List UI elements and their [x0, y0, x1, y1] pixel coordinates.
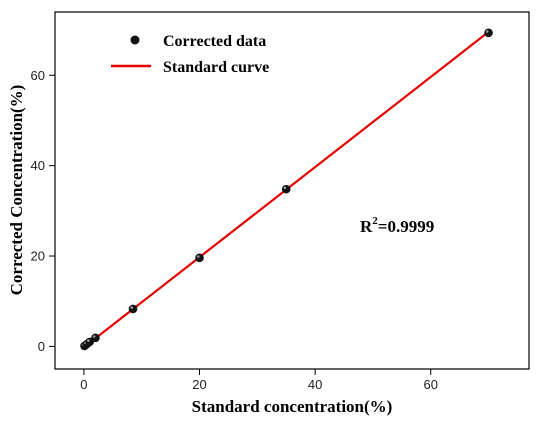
x-tick-label-1: 20 — [192, 377, 206, 392]
y-tick-label-1: 20 — [31, 249, 45, 264]
y-axis-label: Corrected Concentration(%) — [7, 85, 26, 296]
r-squared-annotation: R2=0.9999 — [360, 215, 434, 236]
x-axis-label: Standard concentration(%) — [192, 397, 393, 416]
data-point-5 — [195, 253, 204, 263]
y-tick-label-2: 40 — [31, 158, 45, 173]
legend-label-standard-curve: Standard curve — [163, 59, 269, 76]
r-squared-value: =0.9999 — [378, 217, 434, 236]
data-point-3 — [91, 333, 100, 343]
x-tick-label-2: 40 — [308, 377, 322, 392]
data-point-highlight-3 — [92, 335, 96, 338]
axis-ticks: 0 20 40 60 0 20 40 60 — [31, 68, 438, 392]
data-point-highlight-4 — [130, 306, 134, 309]
plot-frame — [54, 11, 530, 370]
data-point-highlight-6 — [283, 186, 287, 190]
legend-label-corrected-data: Corrected data — [163, 33, 266, 50]
data-point-4 — [128, 304, 138, 314]
y-tick-label-3: 60 — [31, 68, 45, 83]
data-point-6 — [281, 184, 291, 194]
data-point-7 — [484, 28, 493, 38]
data-point-highlight-2 — [87, 339, 90, 342]
y-tick-label-0: 0 — [38, 339, 45, 354]
legend: Corrected data Standard curve — [111, 33, 269, 76]
r-squared-base: R — [360, 217, 373, 236]
r-squared-superscript: 2 — [372, 215, 378, 227]
legend-marker-corrected-data — [130, 35, 140, 45]
x-tick-label-3: 60 — [423, 377, 437, 392]
data-point-highlight-7 — [485, 30, 489, 33]
series-layer — [80, 28, 493, 351]
x-tick-label-0: 0 — [80, 377, 87, 392]
data-point-highlight-5 — [196, 255, 200, 258]
